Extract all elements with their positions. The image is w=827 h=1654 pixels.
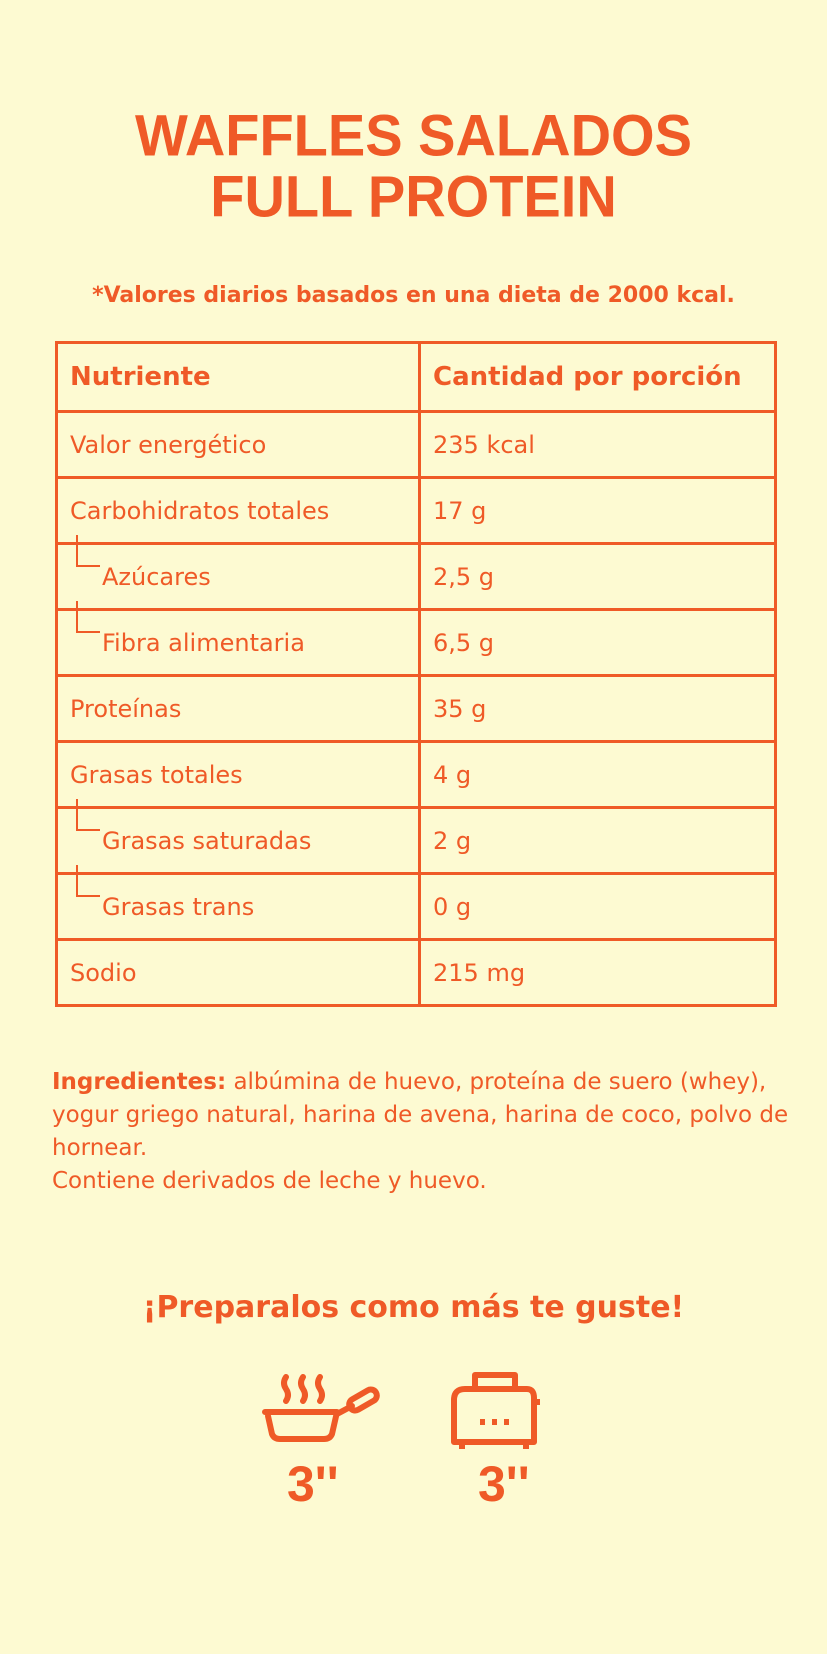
nutrient-value: 2,5 g bbox=[418, 542, 777, 611]
table-row: Grasas saturadas 2 g bbox=[55, 799, 777, 875]
nutrient-name: Grasas totales bbox=[55, 740, 421, 809]
title-line-1: WAFFLES SALADOS bbox=[135, 101, 692, 169]
nutrient-name: Fibra alimentaria bbox=[55, 601, 421, 677]
nutrient-name: Sodio bbox=[55, 938, 421, 1007]
ingredients-label: Ingredientes: bbox=[52, 1069, 227, 1095]
nutrient-label: Grasas saturadas bbox=[102, 826, 312, 855]
table-row: Azúcares 2,5 g bbox=[55, 535, 777, 611]
nutrient-label: Fibra alimentaria bbox=[102, 628, 305, 657]
table-row: Valor energético 235 kcal bbox=[55, 410, 777, 479]
table-header: Nutriente Cantidad por porción bbox=[55, 341, 777, 413]
table-row: Proteínas 35 g bbox=[55, 674, 777, 743]
nutrition-table: Nutriente Cantidad por porción Valor ene… bbox=[55, 341, 777, 1007]
nutrient-label: Grasas trans bbox=[102, 892, 255, 921]
header-amount: Cantidad por porción bbox=[418, 341, 777, 413]
nutrient-value: 215 mg bbox=[418, 938, 777, 1007]
nutrient-name: Proteínas bbox=[55, 674, 421, 743]
nutrient-name: Valor energético bbox=[55, 410, 421, 479]
nutrient-value: 2 g bbox=[418, 806, 777, 875]
nutrient-name: Grasas saturadas bbox=[55, 799, 421, 875]
pan-time: 3'' bbox=[287, 1456, 339, 1512]
table-row: Grasas trans 0 g bbox=[55, 865, 777, 941]
product-title: WAFFLES SALADOS FULL PROTEIN bbox=[0, 105, 827, 227]
ingredients-text: albúmina de huevo, proteína de suero (wh… bbox=[52, 1069, 789, 1161]
nutrient-name: Azúcares bbox=[55, 535, 421, 611]
nutrient-value: 35 g bbox=[418, 674, 777, 743]
nutrient-name: Grasas trans bbox=[55, 865, 421, 941]
nutrient-name: Carbohidratos totales bbox=[55, 476, 421, 545]
toaster-icon bbox=[451, 1372, 540, 1449]
table-row: Grasas totales 4 g bbox=[55, 740, 777, 809]
title-line-2: FULL PROTEIN bbox=[210, 162, 617, 229]
sub-item-corner-icon bbox=[76, 535, 100, 567]
nutrient-label: Azúcares bbox=[102, 562, 211, 591]
ingredients: Ingredientes: albúmina de huevo, proteín… bbox=[52, 1066, 792, 1198]
frying-pan-icon bbox=[262, 1374, 380, 1442]
nutrient-value: 0 g bbox=[418, 872, 777, 941]
sub-item-corner-icon bbox=[76, 799, 100, 831]
sub-item-corner-icon bbox=[76, 865, 100, 897]
daily-values-note: *Valores diarios basados en una dieta de… bbox=[92, 283, 735, 308]
nutrient-value: 235 kcal bbox=[418, 410, 777, 479]
table-row: Fibra alimentaria 6,5 g bbox=[55, 601, 777, 677]
table-row: Carbohidratos totales 17 g bbox=[55, 476, 777, 545]
sub-item-corner-icon bbox=[76, 601, 100, 633]
toaster-time: 3'' bbox=[478, 1456, 530, 1512]
allergens-text: Contiene derivados de leche y huevo. bbox=[52, 1168, 487, 1194]
table-row: Sodio 215 mg bbox=[55, 938, 777, 1007]
prep-heading: ¡Preparalos como más te guste! bbox=[142, 1290, 685, 1325]
nutrient-value: 6,5 g bbox=[418, 608, 777, 677]
header-nutrient: Nutriente bbox=[55, 341, 421, 413]
nutrient-value: 4 g bbox=[418, 740, 777, 809]
nutrient-value: 17 g bbox=[418, 476, 777, 545]
